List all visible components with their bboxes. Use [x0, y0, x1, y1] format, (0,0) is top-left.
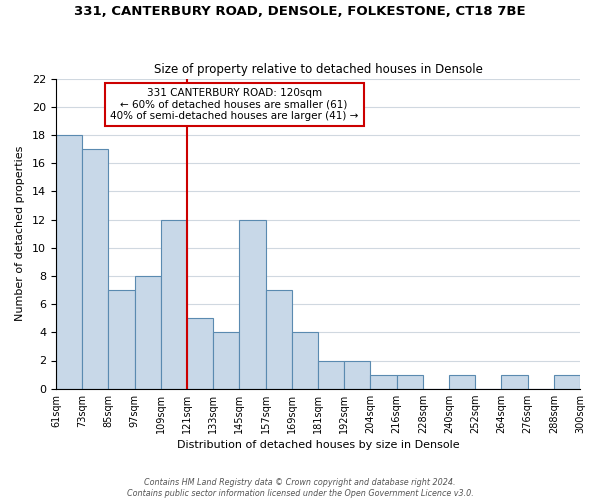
Bar	[187, 318, 213, 388]
Bar	[239, 220, 266, 388]
Bar	[397, 374, 423, 388]
Text: 331, CANTERBURY ROAD, DENSOLE, FOLKESTONE, CT18 7BE: 331, CANTERBURY ROAD, DENSOLE, FOLKESTON…	[74, 5, 526, 18]
X-axis label: Distribution of detached houses by size in Densole: Distribution of detached houses by size …	[176, 440, 459, 450]
Bar	[554, 374, 580, 388]
Bar	[161, 220, 187, 388]
Bar	[502, 374, 527, 388]
Bar	[449, 374, 475, 388]
Bar	[56, 135, 82, 388]
Bar	[292, 332, 318, 388]
Bar	[318, 360, 344, 388]
Bar	[134, 276, 161, 388]
Bar	[370, 374, 397, 388]
Y-axis label: Number of detached properties: Number of detached properties	[15, 146, 25, 322]
Text: Contains HM Land Registry data © Crown copyright and database right 2024.
Contai: Contains HM Land Registry data © Crown c…	[127, 478, 473, 498]
Bar	[109, 290, 134, 388]
Bar	[213, 332, 239, 388]
Bar	[344, 360, 370, 388]
Bar	[82, 149, 109, 388]
Text: 331 CANTERBURY ROAD: 120sqm
← 60% of detached houses are smaller (61)
40% of sem: 331 CANTERBURY ROAD: 120sqm ← 60% of det…	[110, 88, 358, 121]
Bar	[266, 290, 292, 388]
Title: Size of property relative to detached houses in Densole: Size of property relative to detached ho…	[154, 63, 482, 76]
